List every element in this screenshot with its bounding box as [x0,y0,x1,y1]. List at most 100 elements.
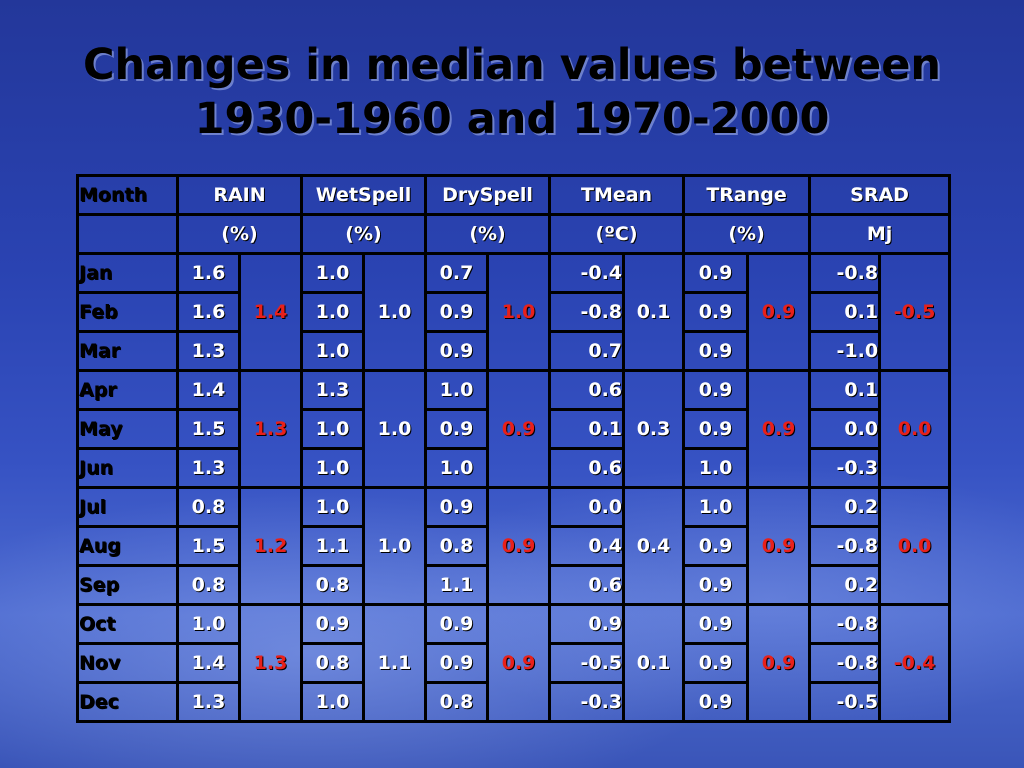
table-row: Sep 0.8 0.8 1.1 0.6 0.9 0.2 [76,564,950,606]
srad-value: -0.8 [808,252,882,294]
trange-value: 1.0 [682,447,750,489]
dryspell-value: 1.0 [424,447,490,489]
srad-value: 0.1 [808,369,882,411]
rain-quarter-median: 1.2 [238,486,303,606]
units-trange: (%) [682,213,812,255]
srad-value: -0.8 [808,525,882,567]
wetspell-value: 1.0 [300,447,365,489]
tmean-value: 0.9 [548,603,626,645]
tmean-value: 0.6 [548,369,626,411]
rain-value: 1.3 [176,681,241,723]
dryspell-value: 0.9 [424,330,490,372]
table-body: Month RAIN WetSpell DrySpell TMean TRang… [76,174,952,723]
median-changes-table: Month RAIN WetSpell DrySpell TMean TRang… [76,174,952,723]
dryspell-quarter-median: 0.9 [486,486,552,606]
dryspell-value: 0.9 [424,642,490,684]
header-rain: RAIN [176,174,303,216]
srad-value: -0.8 [808,642,882,684]
tmean-value: -0.8 [548,291,626,333]
tmean-value: 0.7 [548,330,626,372]
dryspell-value: 0.8 [424,525,490,567]
dryspell-value: 1.0 [424,369,490,411]
month-cell: Jul [76,486,179,528]
tmean-value: -0.4 [548,252,626,294]
srad-value: 0.0 [808,408,882,450]
month-cell: Jun [76,447,179,489]
trange-value: 1.0 [682,486,750,528]
month-cell: Oct [76,603,179,645]
wetspell-quarter-median: 1.1 [361,603,428,723]
table-row: Jul 0.8 1.2 1.0 1.0 0.9 0.9 0.0 0.4 1.0 0.9 0.2 0.0 [76,486,952,606]
units-srad: Mj [808,213,952,255]
table-row: Apr 1.4 1.3 1.3 1.0 1.0 0.9 0.6 0.3 0.9 0.9 0.1 0.0 [76,369,952,489]
rain-value: 1.5 [176,408,241,450]
rain-quarter-median: 1.3 [238,369,303,489]
trange-value: 0.9 [682,564,750,606]
month-cell: Dec [76,681,179,723]
month-cell: Aug [76,525,179,567]
srad-quarter-median: -0.4 [878,603,952,723]
header-wetspell: WetSpell [299,174,428,216]
header-row: Month RAIN WetSpell DrySpell TMean TRang… [76,174,952,216]
tmean-quarter-median: 0.1 [622,252,686,372]
trange-quarter-median: 0.9 [746,369,812,489]
wetspell-quarter-median: 1.0 [361,486,428,606]
rain-quarter-median: 1.3 [238,603,303,723]
header-trange: TRange [682,174,812,216]
table-row: Jan 1.6 1.4 1.0 1.0 0.7 1.0 -0.4 0.1 0.9 0.9 -0.8 -0… [76,252,952,372]
tmean-value: 0.1 [548,408,626,450]
tmean-value: 0.4 [548,525,626,567]
srad-value: -0.3 [808,447,882,489]
header-srad: SRAD [808,174,952,216]
rain-value: 1.6 [176,291,241,333]
table-row: Nov 1.4 0.8 0.9 -0.5 0.9 -0.8 [76,642,950,684]
dryspell-value: 0.9 [424,408,490,450]
srad-value: 0.2 [808,564,882,606]
wetspell-value: 0.9 [300,603,365,645]
wetspell-value: 1.0 [300,330,365,372]
srad-quarter-median: 0.0 [878,486,952,606]
month-cell: Mar [76,330,179,372]
units-wetspell: (%) [299,213,428,255]
tmean-value: 0.6 [548,447,626,489]
trange-value: 0.9 [682,291,750,333]
units-dryspell: (%) [424,213,552,255]
dryspell-value: 0.9 [424,486,490,528]
wetspell-value: 0.8 [300,564,365,606]
month-cell: Feb [76,291,179,333]
table-row: Oct 1.0 1.3 0.9 1.1 0.9 0.9 0.9 0.1 0.9 0.9 -0.8 -0.… [76,603,952,723]
srad-value: 0.2 [808,486,882,528]
month-cell: Jan [76,252,179,294]
srad-value: -0.5 [808,681,882,723]
wetspell-value: 1.0 [300,681,365,723]
dryspell-value: 1.1 [424,564,490,606]
dryspell-value: 0.9 [424,291,490,333]
srad-quarter-median: -0.5 [878,252,952,372]
wetspell-quarter-median: 1.0 [361,252,428,372]
srad-value: -0.8 [808,603,882,645]
tmean-quarter-median: 0.1 [622,603,686,723]
trange-value: 0.9 [682,252,750,294]
table-row: May 1.5 1.0 0.9 0.1 0.9 0.0 [76,408,950,450]
table-row: Aug 1.5 1.1 0.8 0.4 0.9 -0.8 [76,525,950,567]
tmean-quarter-median: 0.4 [622,486,686,606]
rain-value: 1.4 [176,642,241,684]
trange-value: 0.9 [682,330,750,372]
wetspell-value: 1.1 [300,525,365,567]
rain-quarter-median: 1.4 [238,252,303,372]
trange-quarter-median: 0.9 [746,252,812,372]
table-row: Dec 1.3 1.0 0.8 -0.3 0.9 -0.5 [76,681,950,723]
trange-value: 0.9 [682,525,750,567]
dryspell-quarter-median: 0.9 [486,603,552,723]
trange-quarter-median: 0.9 [746,603,812,723]
dryspell-quarter-median: 1.0 [486,252,552,372]
dryspell-value: 0.8 [424,681,490,723]
srad-value: 0.1 [808,291,882,333]
units-tmean: (ºC) [548,213,686,255]
wetspell-value: 1.3 [300,369,365,411]
tmean-value: 0.6 [548,564,626,606]
wetspell-value: 0.8 [300,642,365,684]
rain-value: 1.3 [176,447,241,489]
trange-value: 0.9 [682,681,750,723]
header-dryspell: DrySpell [424,174,552,216]
